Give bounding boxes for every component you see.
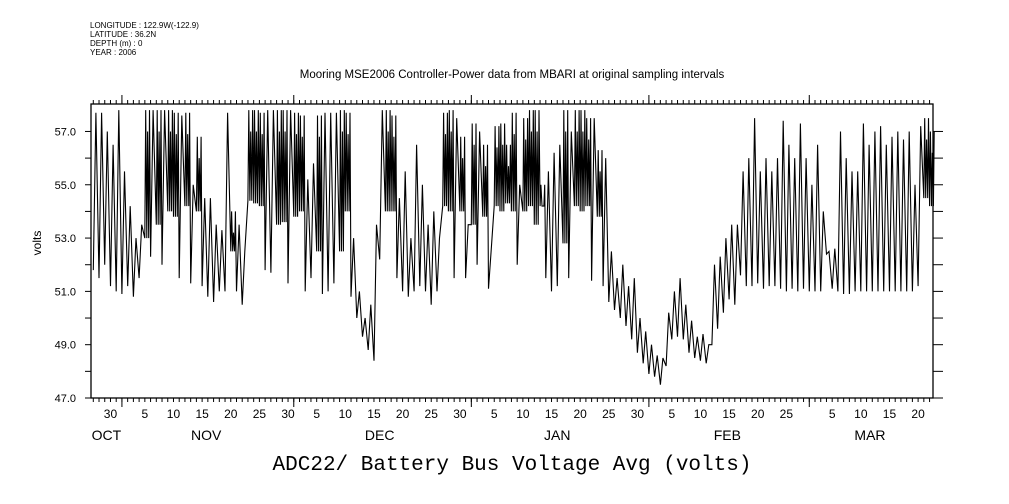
x-tick-label: 15 <box>195 407 209 421</box>
x-tick-label: 20 <box>751 407 765 421</box>
y-tick-label: 57.0 <box>55 126 76 138</box>
year-label: YEAR : 2006 <box>90 48 137 57</box>
x-tick-label: 15 <box>367 407 381 421</box>
x-tick-label: 30 <box>104 407 118 421</box>
month-label: OCT <box>92 427 122 443</box>
month-label: FEB <box>714 427 741 443</box>
y-axis-label: volts <box>30 231 44 256</box>
x-tick-label: 10 <box>339 407 353 421</box>
axes: 47.0 49.0 51.0 53.0 55.0 57.0 30 5 10 15 20 25 30 5 10… <box>55 95 943 443</box>
month-label: JAN <box>544 427 570 443</box>
voltage-series-line <box>92 110 935 385</box>
x-tick-label: 25 <box>602 407 616 421</box>
latitude-label: LATITUDE : 36.2N <box>90 30 157 39</box>
depth-label: DEPTH (m) : 0 <box>90 39 143 48</box>
x-tick-label: 20 <box>396 407 410 421</box>
x-tick-label: 5 <box>829 407 836 421</box>
x-tick-label: 30 <box>631 407 645 421</box>
month-label: NOV <box>191 427 222 443</box>
x-tick-label: 25 <box>253 407 267 421</box>
x-tick-label: 25 <box>780 407 794 421</box>
y-tick-label: 53.0 <box>55 233 76 245</box>
x-axis-title: ADC22/ Battery Bus Voltage Avg (volts) <box>272 454 752 477</box>
y-tick-label: 51.0 <box>55 286 76 298</box>
month-label: MAR <box>854 427 885 443</box>
x-tick-label: 20 <box>911 407 925 421</box>
plot-frame <box>90 103 934 399</box>
y-tick-label: 47.0 <box>55 393 76 405</box>
x-tick-label: 20 <box>224 407 238 421</box>
x-tick-label: 20 <box>573 407 587 421</box>
x-tick-label: 5 <box>313 407 320 421</box>
x-tick-label: 15 <box>545 407 559 421</box>
x-tick-label: 5 <box>491 407 498 421</box>
x-tick-label: 30 <box>281 407 295 421</box>
x-tick-label: 5 <box>141 407 148 421</box>
month-label: DEC <box>365 427 395 443</box>
y-tick-label: 49.0 <box>55 340 76 352</box>
series <box>92 110 935 385</box>
x-tick-label: 10 <box>854 407 868 421</box>
longitude-label: LONGITUDE : 122.9W(-122.9) <box>90 21 199 30</box>
chart-title: Mooring MSE2006 Controller-Power data fr… <box>299 69 725 81</box>
x-tick-label: 25 <box>425 407 439 421</box>
y-tick-label: 55.0 <box>55 180 76 192</box>
x-tick-label: 5 <box>668 407 675 421</box>
x-tick-label: 10 <box>167 407 181 421</box>
x-tick-label: 15 <box>722 407 736 421</box>
location-metadata: LONGITUDE : 122.9W(-122.9) LATITUDE : 36… <box>90 21 199 57</box>
x-tick-label: 30 <box>453 407 467 421</box>
x-tick-label: 15 <box>883 407 897 421</box>
x-tick-label: 10 <box>516 407 530 421</box>
x-tick-label: 10 <box>694 407 708 421</box>
